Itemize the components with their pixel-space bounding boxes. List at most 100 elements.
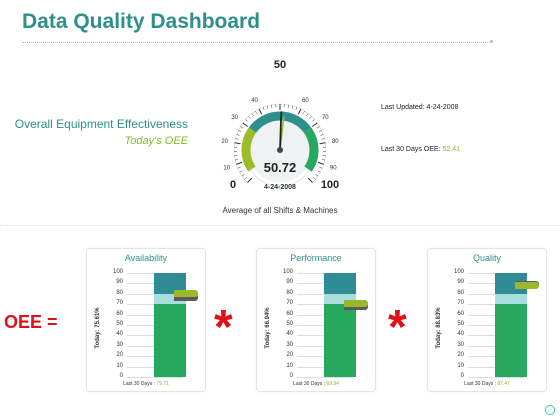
gauge-tick: [291, 105, 294, 109]
gauge-tick: [309, 116, 312, 119]
gauge-tick-label: 30: [231, 115, 238, 121]
gauge-tick-label: 60: [302, 98, 309, 104]
gauge-tick: [320, 134, 324, 136]
today-label: Today: 88.83%: [436, 307, 442, 349]
gauge-tick-label: 40: [251, 98, 258, 104]
gauge-tick: [315, 173, 319, 177]
gauge-value: 50.72: [264, 160, 297, 175]
last-30-days-value: 52.41: [442, 146, 461, 153]
last-30-days-value: 69.94: [326, 381, 339, 387]
gauge-tick: [307, 177, 313, 183]
axis-tick-label: 70: [457, 300, 464, 307]
oee-heading: Overall Equipment Effectiveness: [14, 117, 188, 131]
last-30-days-value: 87.47: [497, 381, 510, 387]
gauge-tick: [266, 105, 269, 109]
gridline: [468, 377, 524, 378]
axis-tick-label: 50: [286, 321, 293, 327]
gauge-tick: [236, 161, 243, 165]
axis-tick-label: 0: [289, 373, 293, 379]
panel-title: Quality: [472, 253, 501, 263]
gauge-tick: [317, 161, 324, 165]
availability-panel: Availability Today: 75.61% Last 30 Days …: [86, 248, 206, 392]
gauge-hub: [277, 147, 283, 153]
axis-tick-label: 90: [286, 279, 293, 286]
axis-tick-label: 90: [116, 279, 123, 286]
today-label: Today: 66.94%: [265, 307, 271, 349]
axis-tick-label: 80: [457, 289, 464, 296]
circle-icon: [545, 405, 555, 415]
gauge-tick: [262, 107, 265, 111]
title-divider-dot: [490, 40, 493, 43]
axis-tick-label: 10: [457, 362, 464, 369]
axis-tick-label: 60: [286, 310, 293, 317]
gauge-max-label: 100: [321, 179, 339, 191]
axis-tick-label: 50: [116, 321, 123, 327]
axis-tick-label: 60: [116, 310, 123, 317]
bar-base: [154, 304, 186, 377]
gauge-tick: [321, 159, 325, 161]
last-30-days: Last 30 Days : 87.47: [428, 381, 546, 387]
bar-band: [324, 293, 356, 305]
gauge-tick: [244, 177, 248, 180]
bar-base: [324, 304, 356, 377]
oee-subheading: Today's OEE: [124, 135, 188, 147]
last-30-days-marker: [174, 290, 198, 298]
axis-tick-label: 20: [116, 352, 123, 359]
gauge-min-label: 0: [230, 179, 236, 191]
bar-top: [154, 273, 186, 294]
axis-tick-label: 90: [457, 279, 464, 286]
gauge-tick: [319, 142, 326, 145]
title-divider: [22, 42, 492, 43]
gauge-tick: [302, 111, 305, 114]
axis-tick-label: 60: [457, 310, 464, 317]
bar-band: [495, 293, 527, 305]
last-30-days-oee: Last 30 Days OEE: 52.41: [381, 146, 460, 153]
axis-tick-label: 30: [116, 341, 123, 348]
gauge-tick: [312, 122, 318, 127]
axis-tick-label: 0: [119, 373, 123, 379]
gauge-tick: [318, 130, 322, 132]
last-updated-value: 4-24-2008: [426, 104, 459, 111]
gauge-tick: [242, 122, 248, 127]
gauge-tick: [312, 119, 315, 122]
last-30-days-label: Last 30 Days OEE:: [381, 146, 441, 153]
bar-band: [154, 293, 186, 305]
gridline: [127, 377, 183, 378]
gauge-date: 4-24-2008: [264, 184, 296, 191]
page-title: Data Quality Dashboard: [22, 10, 261, 33]
gauge-tick: [235, 159, 239, 161]
gauge-tick: [251, 113, 254, 117]
bar-top: [324, 273, 356, 294]
section-divider: [0, 225, 560, 226]
axis-tick-label: 10: [286, 362, 293, 369]
last-30-days-value: 79.71: [156, 381, 169, 387]
gauge-tick-label: 90: [330, 165, 337, 171]
gauge-band-high: [303, 127, 319, 172]
gauge-tick: [287, 104, 289, 108]
last-30-days: Last 30 Days : 79.71: [87, 381, 205, 387]
gauge-tick: [255, 111, 258, 114]
gauge-tick: [234, 142, 241, 145]
gauge-tick: [306, 113, 309, 117]
gauge-mid-label: 50: [274, 59, 286, 71]
today-marker: [174, 294, 198, 302]
gauge-tick: [317, 170, 321, 173]
axis-tick-label: 70: [116, 300, 123, 307]
gauge-tick: [235, 138, 239, 140]
gauge-tick: [245, 119, 248, 122]
bar-base: [495, 304, 527, 377]
axis-tick-label: 70: [286, 300, 293, 307]
gauge-needle-today: [279, 111, 283, 151]
multiply-sign-1: *: [214, 301, 233, 354]
last-30-days-label: Last 30 Days :: [464, 381, 497, 387]
axis-tick-label: 20: [457, 352, 464, 359]
axis-tick-label: 0: [460, 373, 464, 379]
axis-tick-label: 40: [457, 331, 464, 338]
oee-equals-label: OEE =: [4, 312, 58, 332]
quality-panel: Quality Today: 88.83% Last 30 Days : 87.…: [427, 248, 547, 392]
gauge-tick: [312, 177, 316, 180]
last-30-days-marker: [515, 282, 539, 290]
gauge-tick: [248, 116, 251, 119]
axis-tick-label: 80: [116, 289, 123, 296]
axis-tick-label: 100: [112, 269, 123, 275]
